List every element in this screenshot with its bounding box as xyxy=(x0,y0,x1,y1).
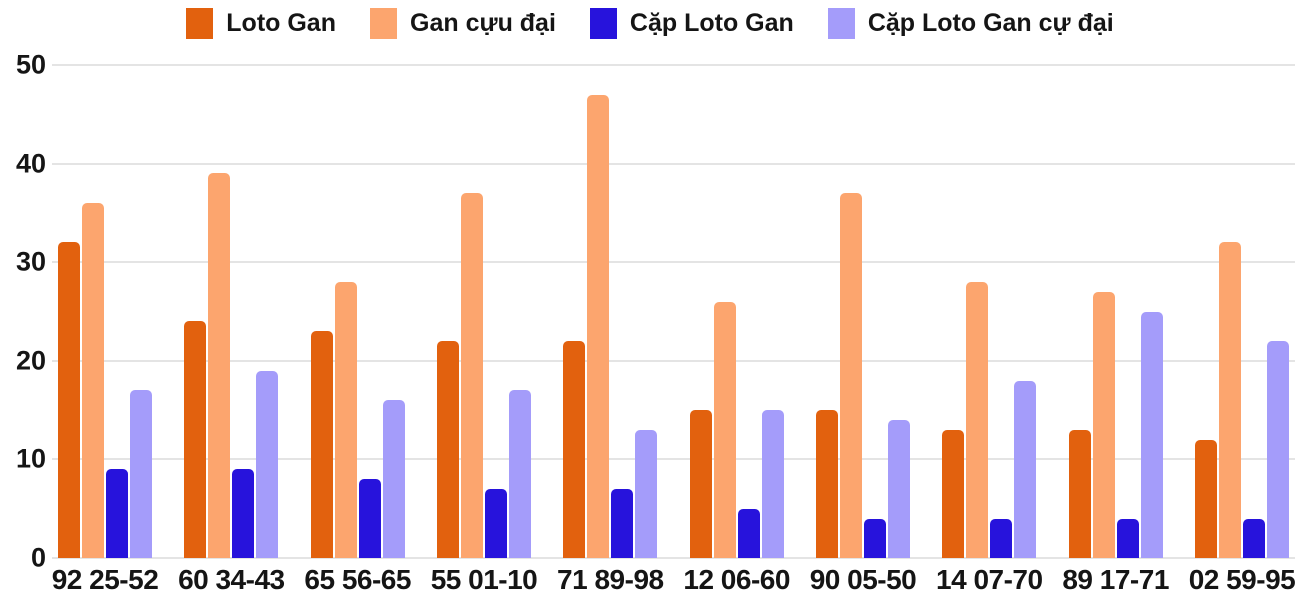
bar-series4-cat4[interactable] xyxy=(508,390,531,558)
x-tick-label: 92 25-52 xyxy=(51,564,159,595)
x-tick-label: 02 59-95 xyxy=(1188,564,1296,595)
legend-swatch-icon xyxy=(827,8,855,39)
bar-group-89-17-71 xyxy=(1068,65,1163,558)
bar-series3-cat8[interactable] xyxy=(990,518,1013,558)
bar-series3-cat5[interactable] xyxy=(611,488,634,558)
x-tick-label: 65 56-65 xyxy=(304,564,411,595)
y-tick-label: 30 xyxy=(15,246,46,277)
bar-series3-cat2[interactable] xyxy=(232,469,255,558)
legend-swatch-icon xyxy=(186,8,214,39)
bar-series2-cat4[interactable] xyxy=(460,193,483,558)
bar-series1-cat7[interactable] xyxy=(815,410,838,558)
legend-label: Gan cựu đại xyxy=(410,9,556,37)
bar-series3-cat3[interactable] xyxy=(358,479,381,558)
bar-series1-cat2[interactable] xyxy=(184,321,207,558)
y-tick-label: 20 xyxy=(15,345,46,376)
x-tick-label: 60 34-43 xyxy=(178,564,285,595)
legend-item-3[interactable]: Cặp Loto Gan xyxy=(589,8,794,39)
bar-series2-cat8[interactable] xyxy=(966,281,989,558)
bar-series2-cat9[interactable] xyxy=(1092,291,1115,558)
bar-series1-cat3[interactable] xyxy=(310,331,333,558)
bar-group-60-34-43 xyxy=(184,65,279,558)
gridline xyxy=(52,458,1295,461)
y-tick-label: 40 xyxy=(15,148,46,179)
legend-label: Cặp Loto Gan cự đại xyxy=(867,9,1114,37)
legend-label: Cặp Loto Gan xyxy=(629,9,794,37)
x-axis: 92 25-52 60 34-43 65 56-65 55 01-10 71 89-98… xyxy=(51,560,1296,600)
gridline xyxy=(52,162,1295,165)
bar-series4-cat10[interactable] xyxy=(1266,341,1289,558)
x-tick-label: 90 05-50 xyxy=(809,564,917,595)
bar-series2-cat1[interactable] xyxy=(82,203,104,558)
bar-series4-cat2[interactable] xyxy=(256,370,279,558)
chart-legend: Loto Gan Gan cựu đại Cặp Loto Gan Cặp Loto … xyxy=(0,8,1300,39)
legend-item-4[interactable]: Cặp Loto Gan cự đại xyxy=(827,8,1114,39)
y-tick-label: 50 xyxy=(15,49,46,80)
bar-series4-cat7[interactable] xyxy=(887,419,910,558)
legend-label: Loto Gan xyxy=(226,9,336,37)
bar-series1-cat9[interactable] xyxy=(1068,429,1091,558)
bar-series4-cat9[interactable] xyxy=(1140,311,1163,558)
bar-series3-cat6[interactable] xyxy=(737,508,760,558)
bar-series1-cat5[interactable] xyxy=(563,341,586,558)
x-tick-label: 12 06-60 xyxy=(683,564,790,595)
gridline xyxy=(52,557,1295,559)
bar-series3-cat7[interactable] xyxy=(863,518,886,558)
bar-series1-cat6[interactable] xyxy=(689,410,712,558)
bar-group-65-56-65 xyxy=(310,65,405,558)
bar-series1-cat8[interactable] xyxy=(942,429,965,558)
bar-group-12-06-60 xyxy=(689,65,784,558)
bar-series2-cat2[interactable] xyxy=(208,173,231,558)
bar-series2-cat3[interactable] xyxy=(334,281,357,558)
gridline xyxy=(52,261,1295,264)
bar-series3-cat4[interactable] xyxy=(484,488,507,558)
bar-series4-cat1[interactable] xyxy=(130,390,152,558)
x-tick-label: 71 89-98 xyxy=(557,564,664,595)
legend-swatch-icon xyxy=(370,8,397,39)
bar-series1-cat4[interactable] xyxy=(436,341,459,558)
bar-series2-cat7[interactable] xyxy=(839,193,862,558)
x-tick-label: 55 01-10 xyxy=(430,564,538,595)
bar-series2-cat5[interactable] xyxy=(587,94,610,558)
bar-series2-cat10[interactable] xyxy=(1218,242,1241,558)
bar-group-02-59-95 xyxy=(1194,65,1289,558)
bar-group-55-01-10 xyxy=(436,65,531,558)
bar-series2-cat6[interactable] xyxy=(713,301,736,558)
bar-groups xyxy=(52,65,1295,558)
bar-group-92-25-52 xyxy=(58,65,152,558)
bar-series3-cat10[interactable] xyxy=(1242,518,1265,558)
bar-group-71-89-98 xyxy=(563,65,658,558)
bar-series4-cat6[interactable] xyxy=(761,410,784,558)
bar-series1-cat10[interactable] xyxy=(1194,439,1217,558)
bar-group-14-07-70 xyxy=(942,65,1037,558)
y-tick-label: 10 xyxy=(15,443,46,474)
gridline xyxy=(52,64,1295,66)
x-tick-label: 14 07-70 xyxy=(936,564,1043,595)
bar-group-90-05-50 xyxy=(815,65,910,558)
x-tick-label: 89 17-71 xyxy=(1062,564,1169,595)
plot-area xyxy=(52,64,1295,559)
gridline xyxy=(52,359,1295,362)
legend-item-2[interactable]: Gan cựu đại xyxy=(370,8,556,39)
bar-series4-cat5[interactable] xyxy=(635,429,658,558)
y-tick-label: 0 xyxy=(30,542,46,573)
bar-series3-cat1[interactable] xyxy=(106,469,128,558)
bar-series3-cat9[interactable] xyxy=(1116,518,1139,558)
bar-series4-cat3[interactable] xyxy=(382,400,405,558)
legend-swatch-icon xyxy=(589,8,617,39)
bar-series1-cat1[interactable] xyxy=(58,242,80,558)
legend-item-1[interactable]: Loto Gan xyxy=(186,8,336,39)
y-axis: 0 10 20 30 40 50 xyxy=(0,51,46,571)
bar-series4-cat8[interactable] xyxy=(1014,380,1037,558)
